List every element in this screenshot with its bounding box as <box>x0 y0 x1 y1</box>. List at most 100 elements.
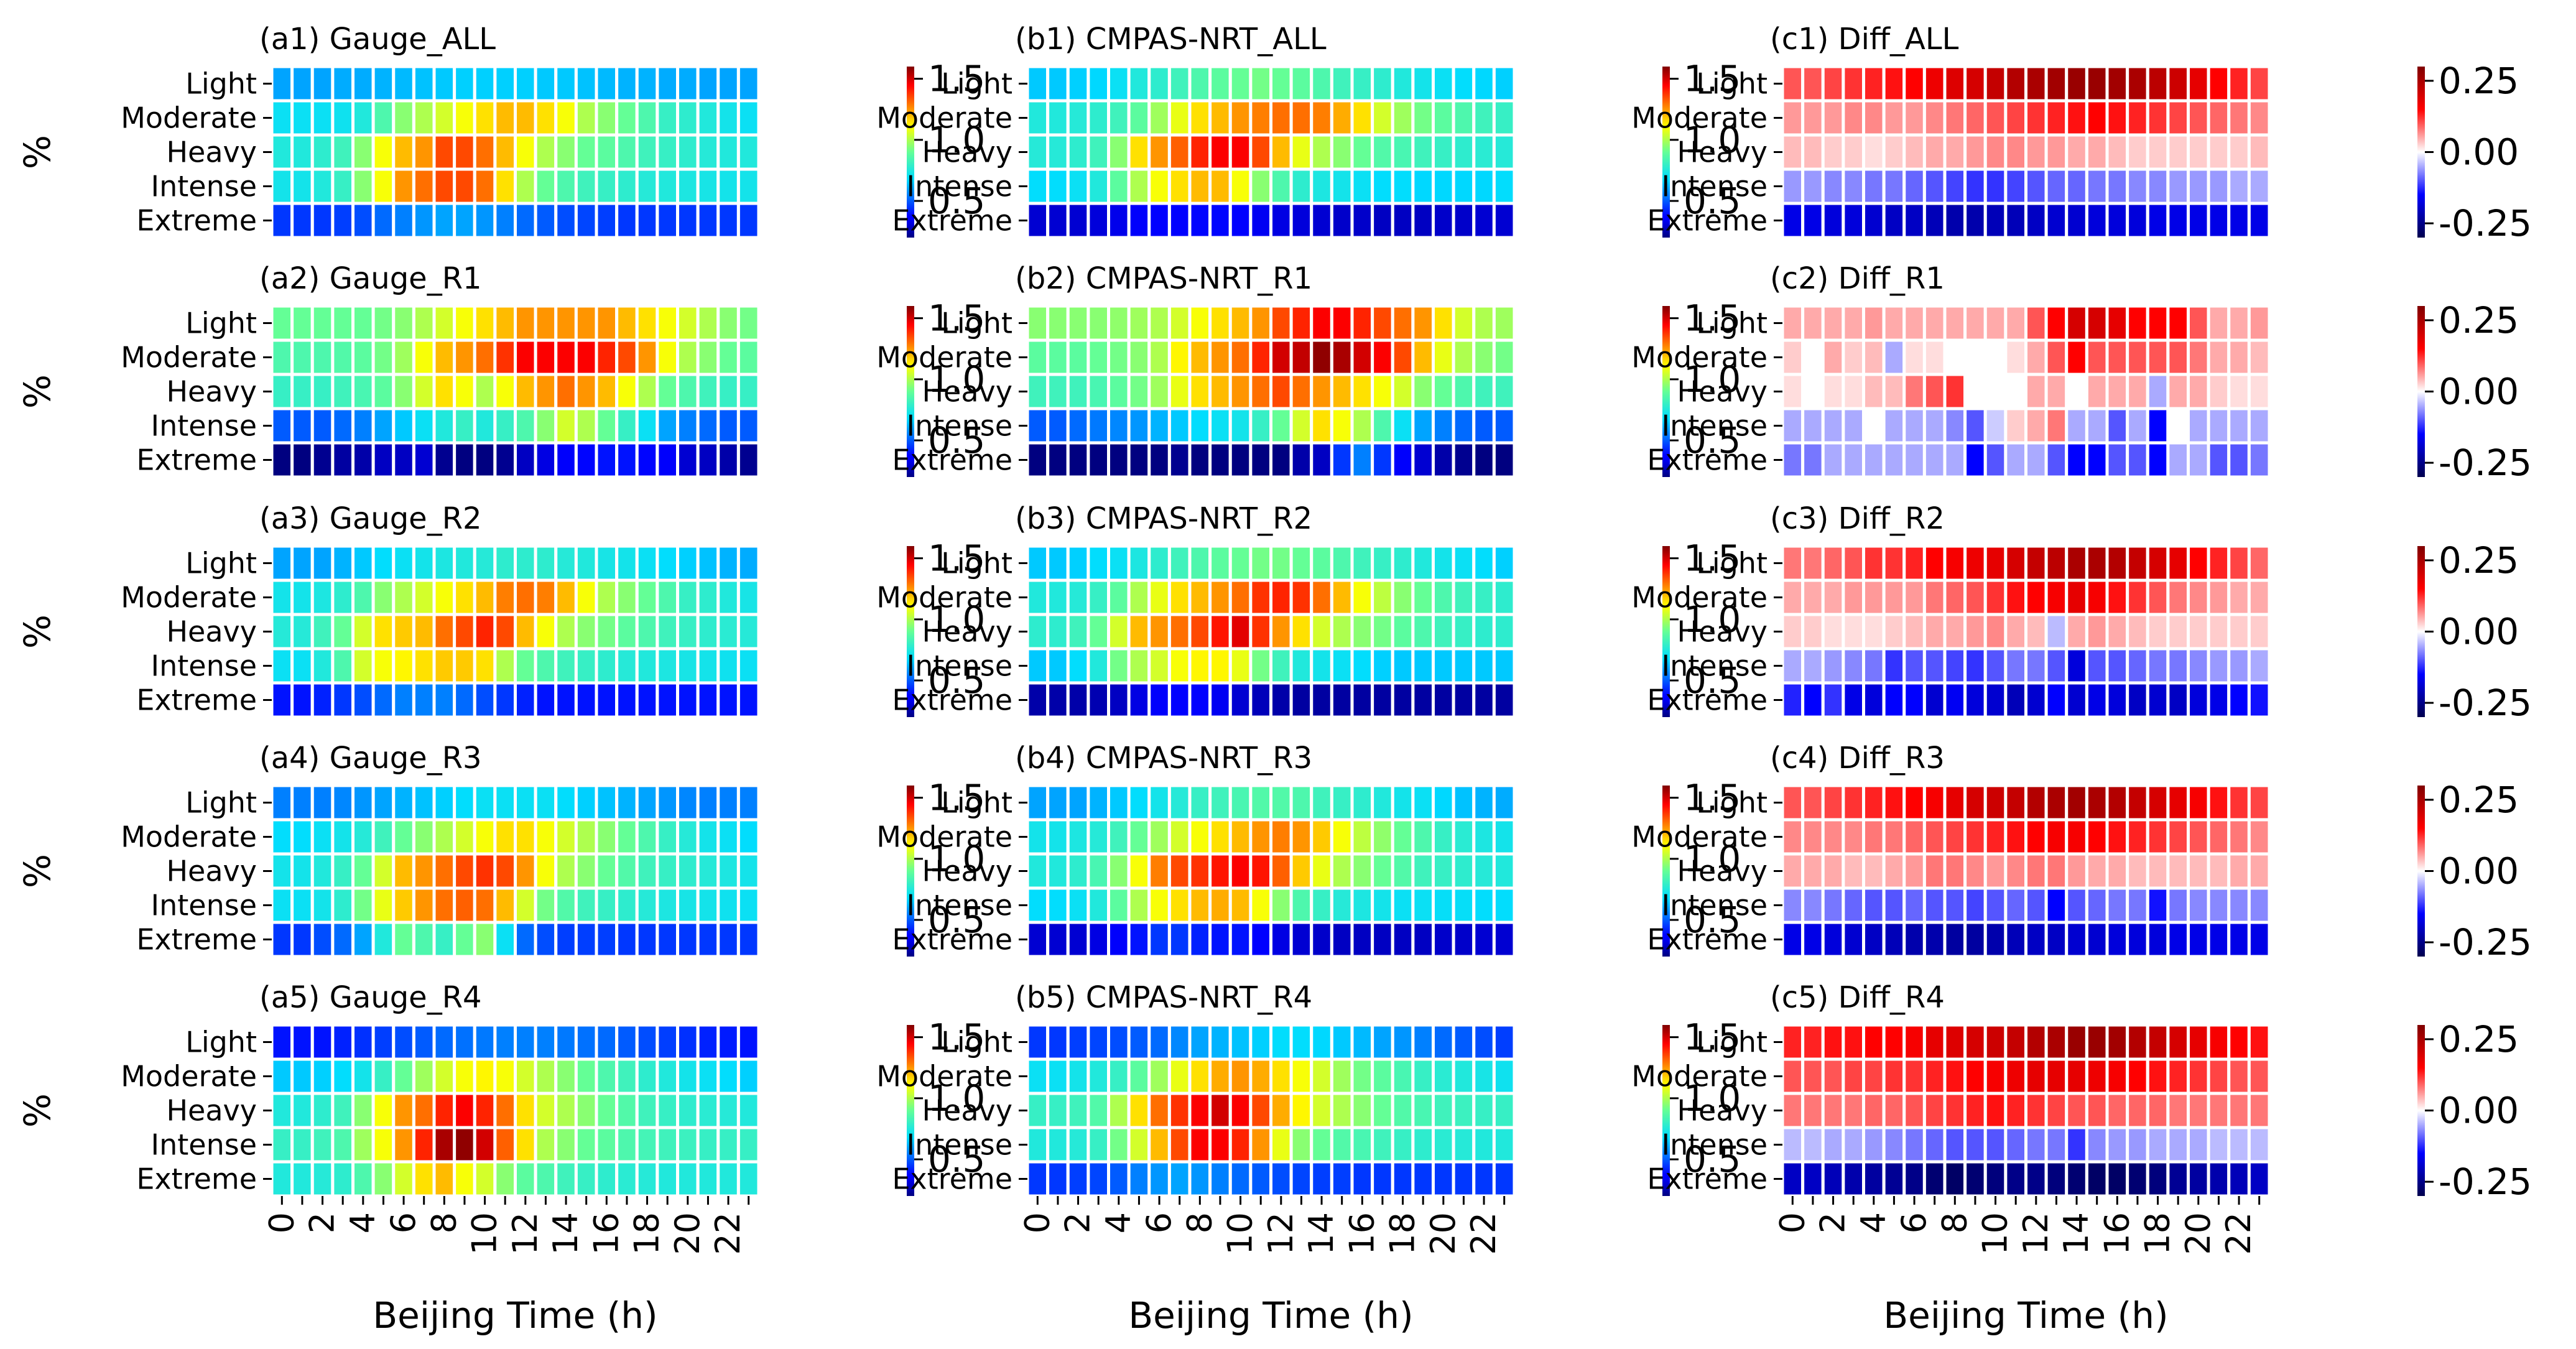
heatmap-cell <box>1330 1023 1354 1061</box>
heatmap-cell <box>1371 818 1394 856</box>
heatmap-cell <box>696 886 720 924</box>
heatmap-cell <box>2207 1092 2231 1129</box>
heatmap-cell <box>1391 784 1415 822</box>
heatmap-cell <box>1107 1057 1131 1095</box>
heatmap-cell <box>1963 578 1987 616</box>
colorbar-tick-label: -0.25 <box>2439 682 2532 724</box>
heatmap-cell <box>1862 338 1886 376</box>
heatmap-cell <box>635 373 659 410</box>
heatmap-cell <box>574 1092 598 1129</box>
heatmap-cell <box>1391 65 1415 103</box>
heatmap-cell <box>1492 338 1516 376</box>
y-axis-label: % <box>16 614 58 649</box>
heatmap-cell <box>635 818 659 856</box>
heatmap-cell <box>2146 886 2170 924</box>
x-tick-label: 14 <box>546 1212 585 1255</box>
heatmap-cell <box>2166 613 2190 651</box>
heatmap-cell <box>1842 304 1865 342</box>
heatmap-cell <box>1330 99 1354 137</box>
heatmap-cell <box>1411 1023 1435 1061</box>
heatmap-cell <box>1862 544 1886 582</box>
heatmap-cell <box>1188 544 1212 582</box>
heatmap-cell <box>1432 886 1455 924</box>
heatmap-cell <box>1882 613 1906 651</box>
heatmap-cell <box>1492 1023 1516 1061</box>
heatmap-cell <box>1026 886 1050 924</box>
heatmap-cell <box>574 784 598 822</box>
heatmap-cell <box>412 304 436 342</box>
heatmap-cell <box>1842 202 1865 239</box>
colorbar-tick-label: 1.5 <box>928 297 985 340</box>
heatmap-cell <box>473 920 497 958</box>
heatmap-cell <box>1188 852 1212 890</box>
heatmap-cell <box>1411 373 1435 410</box>
heatmap-cell <box>2004 920 2027 958</box>
heatmap-cell <box>1963 852 1987 890</box>
panel-title: (a4) Gauge_R3 <box>259 741 482 776</box>
heatmap-cell <box>1310 304 1333 342</box>
heatmap-cell <box>1432 65 1455 103</box>
heatmap-cell <box>2166 304 2190 342</box>
heatmap-cell <box>635 167 659 205</box>
heatmap-cell <box>1208 613 1232 651</box>
heatmap-cell <box>1026 613 1050 651</box>
heatmap-cell <box>1350 681 1374 719</box>
heatmap-cell <box>716 613 740 651</box>
heatmap-cell <box>412 818 436 856</box>
heatmap-cell <box>310 167 335 205</box>
heatmap-cell <box>1432 920 1455 958</box>
heatmap-cell <box>1781 338 1805 376</box>
heatmap-cell <box>2065 1126 2088 1164</box>
heatmap-cell <box>1026 304 1050 342</box>
heatmap-cell <box>736 202 761 239</box>
heatmap-cell <box>716 886 740 924</box>
heatmap-cell <box>412 544 436 582</box>
heatmap-cell <box>473 852 497 890</box>
heatmap-cell <box>412 784 436 822</box>
colorbar-tick-label: 1.0 <box>1684 598 1741 641</box>
heatmap-cell <box>1289 784 1313 822</box>
heatmap-cell <box>1922 304 1947 342</box>
heatmap-cell <box>1411 886 1435 924</box>
heatmap-cell <box>1821 407 1845 445</box>
heatmap-cell <box>1107 65 1131 103</box>
heatmap-cell <box>1208 886 1232 924</box>
heatmap-cell <box>1249 647 1272 685</box>
heatmap-cell <box>1943 647 1967 685</box>
heatmap-cell <box>2166 920 2190 958</box>
heatmap-cell <box>2085 1126 2109 1164</box>
heatmap-cell <box>534 578 558 616</box>
colorbar-tick-label: 0.5 <box>1684 1138 1741 1180</box>
heatmap-cell <box>1492 886 1516 924</box>
heatmap-cell <box>1432 373 1455 410</box>
heatmap-cell <box>534 1126 558 1164</box>
heatmap-cell <box>2247 441 2271 479</box>
heatmap-cell <box>2004 578 2027 616</box>
heatmap-cell <box>2187 202 2210 239</box>
heatmap-cell <box>1167 818 1192 856</box>
heatmap-cell <box>1432 852 1455 890</box>
heatmap-cell <box>1188 1023 1212 1061</box>
heatmap-cell <box>412 338 436 376</box>
heatmap-cell <box>1882 99 1906 137</box>
x-tick-label: 18 <box>2138 1212 2177 1255</box>
heatmap-cell <box>310 338 335 376</box>
category-label: Heavy <box>1677 855 1768 888</box>
colorbar <box>907 546 914 717</box>
heatmap-cell <box>1411 202 1435 239</box>
heatmap-cell <box>351 99 375 137</box>
heatmap-cell <box>270 852 294 890</box>
heatmap-cell <box>1821 544 1845 582</box>
heatmap-cell <box>1310 1023 1333 1061</box>
heatmap-cell <box>2085 338 2109 376</box>
heatmap-cell <box>635 202 659 239</box>
heatmap-cell <box>2187 304 2210 342</box>
heatmap-cell <box>2207 1023 2231 1061</box>
heatmap-cell <box>1269 133 1293 171</box>
heatmap-cell <box>2146 99 2170 137</box>
heatmap-cell <box>1330 167 1354 205</box>
heatmap-cell <box>1350 304 1374 342</box>
colorbar-tick-label: 1.5 <box>928 1016 985 1059</box>
heatmap-cell <box>2024 304 2048 342</box>
heatmap-cell <box>2126 818 2149 856</box>
